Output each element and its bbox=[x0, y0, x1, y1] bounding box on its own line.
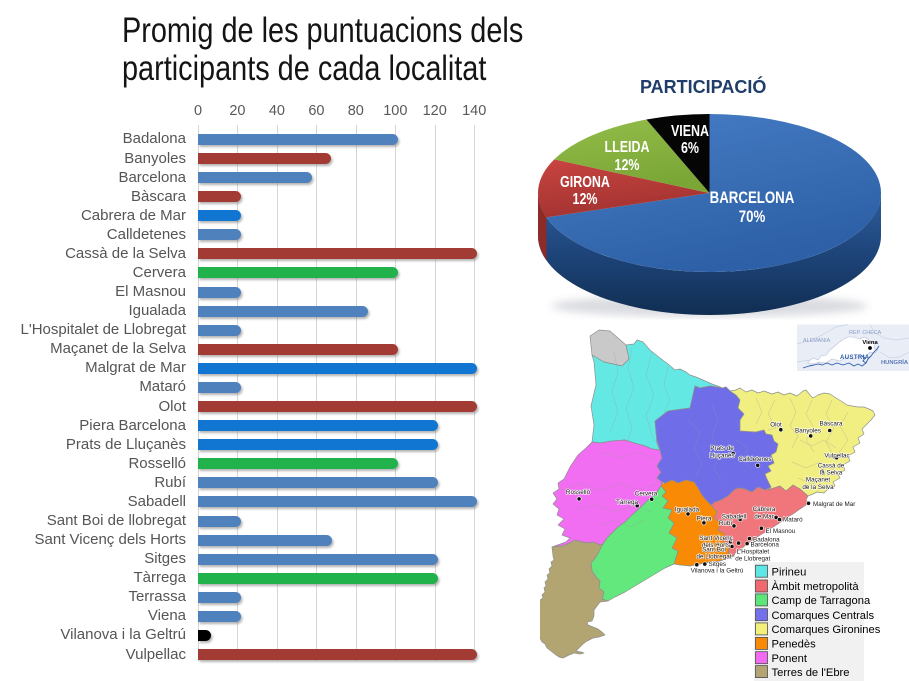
svg-text:Malgrat de Mar: Malgrat de Mar bbox=[813, 501, 855, 508]
svg-text:la Selva: la Selva bbox=[820, 470, 843, 477]
svg-text:Àmbit metropolità: Àmbit metropolità bbox=[772, 580, 860, 593]
svg-text:Sant Boi: Sant Boi bbox=[702, 547, 726, 554]
svg-text:REP. CHECA: REP. CHECA bbox=[849, 330, 882, 336]
svg-text:BARCELONA: BARCELONA bbox=[710, 189, 795, 208]
svg-text:70%: 70% bbox=[739, 208, 766, 227]
svg-text:VIENA: VIENA bbox=[671, 123, 709, 141]
svg-text:Viena: Viena bbox=[862, 340, 878, 346]
svg-text:Mataró: Mataró bbox=[783, 516, 803, 523]
svg-text:LLEIDA: LLEIDA bbox=[604, 139, 649, 157]
svg-text:Pirineu: Pirineu bbox=[772, 566, 807, 578]
svg-text:El Masnou: El Masnou bbox=[766, 528, 796, 535]
svg-text:Prats de: Prats de bbox=[710, 445, 734, 452]
svg-text:Comarques Centrals: Comarques Centrals bbox=[772, 610, 875, 622]
svg-text:Lluçanès: Lluçanès bbox=[709, 452, 734, 459]
svg-text:Piera: Piera bbox=[697, 516, 712, 523]
svg-text:Penedès: Penedès bbox=[772, 639, 817, 651]
svg-text:Calldetenes: Calldetenes bbox=[738, 456, 771, 463]
svg-text:de Llobregat: de Llobregat bbox=[735, 555, 770, 562]
svg-text:de Mar: de Mar bbox=[754, 513, 774, 520]
svg-text:HUNGRÍA: HUNGRÍA bbox=[881, 358, 909, 366]
svg-text:de Llobregat: de Llobregat bbox=[696, 554, 731, 561]
svg-text:Ponent: Ponent bbox=[772, 653, 808, 665]
svg-text:Bàscara: Bàscara bbox=[819, 421, 843, 428]
svg-text:Vilanova i la Geltrú: Vilanova i la Geltrú bbox=[691, 567, 744, 574]
svg-text:Cervera: Cervera bbox=[635, 491, 658, 498]
svg-text:Cabrera: Cabrera bbox=[753, 506, 776, 513]
svg-text:dels Horts: dels Horts bbox=[702, 542, 730, 549]
svg-text:de la Selva: de la Selva bbox=[802, 484, 834, 491]
svg-text:12%: 12% bbox=[615, 157, 640, 175]
svg-text:AUSTRIA: AUSTRIA bbox=[840, 355, 870, 361]
svg-text:L'Hospitalet: L'Hospitalet bbox=[736, 548, 769, 555]
svg-text:GIRONA: GIRONA bbox=[560, 174, 610, 192]
svg-text:Sitges: Sitges bbox=[709, 561, 727, 568]
svg-text:Olot: Olot bbox=[770, 422, 782, 429]
svg-text:Banyoles: Banyoles bbox=[795, 428, 821, 435]
svg-text:Sant Vicenç: Sant Vicenç bbox=[699, 535, 733, 542]
svg-text:Sabadell: Sabadell bbox=[722, 513, 747, 520]
svg-text:Comarques Gironines: Comarques Gironines bbox=[772, 624, 881, 636]
svg-text:Rosselló: Rosselló bbox=[566, 489, 591, 496]
svg-text:Terres de l'Ebre: Terres de l'Ebre bbox=[772, 667, 850, 679]
svg-text:Cassà de: Cassà de bbox=[818, 463, 845, 470]
svg-text:Vulpellac: Vulpellac bbox=[824, 453, 849, 460]
svg-text:12%: 12% bbox=[573, 191, 598, 209]
svg-text:Igualada: Igualada bbox=[675, 507, 700, 514]
svg-text:Camp de Tarragona: Camp de Tarragona bbox=[772, 595, 871, 607]
svg-text:Maçanet: Maçanet bbox=[806, 477, 830, 484]
svg-text:ALEMANIA: ALEMANIA bbox=[803, 338, 831, 344]
svg-text:Tàrrega: Tàrrega bbox=[616, 499, 639, 506]
svg-text:Barcelona: Barcelona bbox=[751, 542, 780, 549]
svg-text:6%: 6% bbox=[681, 140, 699, 158]
svg-text:Badalona: Badalona bbox=[753, 536, 780, 543]
svg-text:Rubí: Rubí bbox=[719, 520, 733, 527]
